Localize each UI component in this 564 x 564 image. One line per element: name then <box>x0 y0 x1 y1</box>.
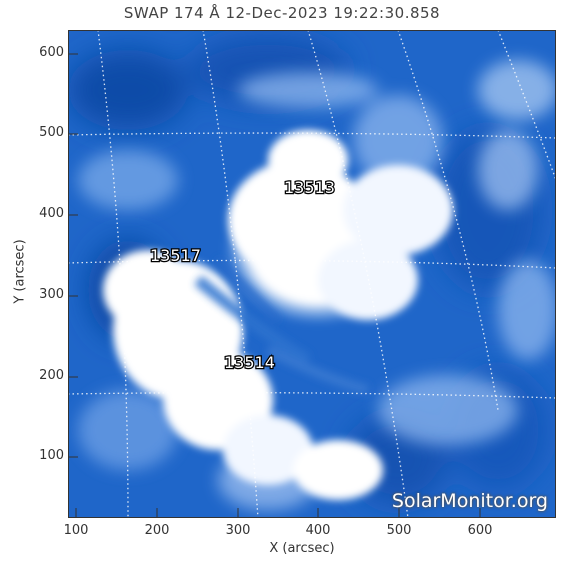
coronal-loops <box>78 60 556 510</box>
active-regions <box>103 130 453 500</box>
dark-lanes <box>194 257 370 395</box>
axis-ticks <box>68 53 481 518</box>
region-label-13513: 13513 <box>284 178 335 197</box>
y-tick-label: 100 <box>39 448 64 463</box>
y-axis-title: Y (arcsec) <box>12 239 28 304</box>
heliographic-grid <box>68 30 556 518</box>
x-tick-label: 500 <box>386 523 412 538</box>
x-axis-title: X (arcsec) <box>269 541 335 556</box>
y-tick-label: 600 <box>39 45 64 60</box>
solar-image: 13513 13517 13514 <box>68 30 556 518</box>
x-tick-label: 100 <box>63 523 89 538</box>
x-tick-label: 600 <box>467 523 493 538</box>
region-label-13514: 13514 <box>224 353 275 372</box>
watermark: SolarMonitor.org <box>391 490 548 512</box>
y-tick-label: 200 <box>39 368 64 383</box>
y-tick-label: 400 <box>39 206 64 221</box>
image-title: SWAP 174 Å 12-Dec-2023 19:22:30.858 <box>123 4 441 22</box>
x-tick-label: 300 <box>225 523 251 538</box>
plot-frame <box>68 30 556 518</box>
x-tick-label: 400 <box>305 523 331 538</box>
region-labels: 13513 13517 13514 <box>149 177 336 374</box>
y-tick-label: 500 <box>39 125 64 140</box>
region-label-13517: 13517 <box>150 246 201 265</box>
x-tick-label: 200 <box>144 523 170 538</box>
y-tick-label: 300 <box>39 287 64 302</box>
